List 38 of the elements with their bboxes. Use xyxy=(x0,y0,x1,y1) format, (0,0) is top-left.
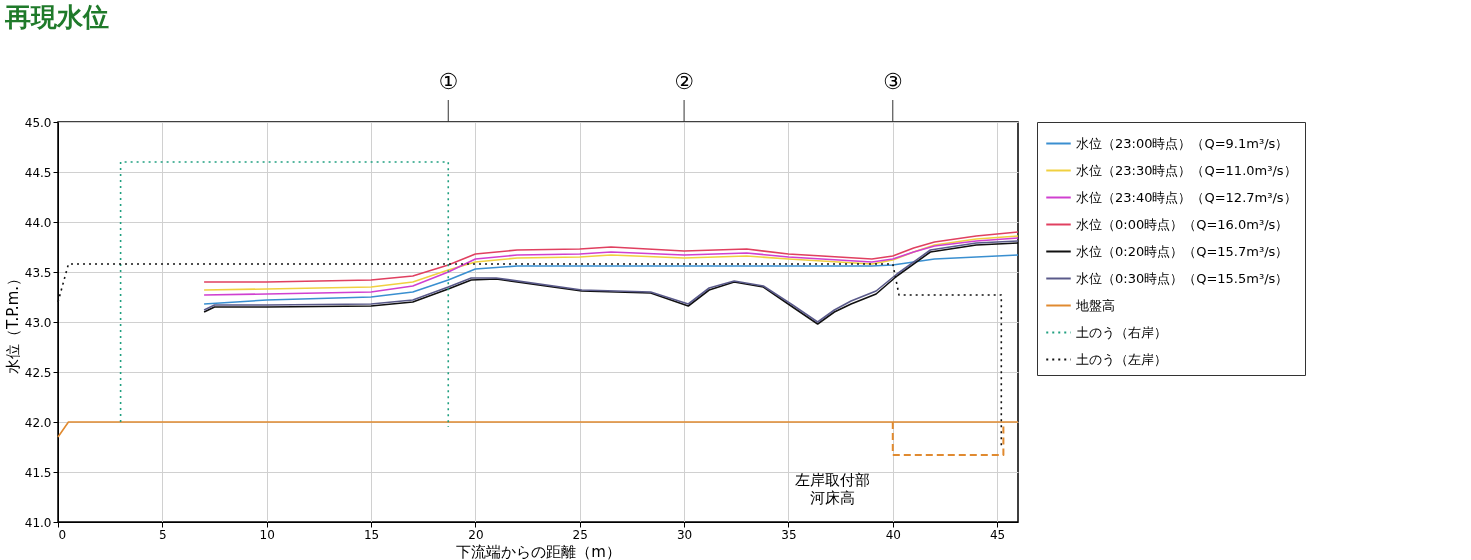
y-axis-title: 水位（T.P.m.） xyxy=(3,270,22,375)
x-tick-label: 5 xyxy=(159,527,167,542)
x-tick-label: 15 xyxy=(363,527,380,542)
ref-line-label: ② xyxy=(674,69,694,94)
x-tick-label: 0 xyxy=(58,527,67,542)
x-tick-label: 35 xyxy=(781,527,797,542)
ref-line-label: ① xyxy=(438,69,459,94)
chart-title: 再現水位 xyxy=(4,2,110,32)
y-tick-label: 41.0 xyxy=(24,515,52,530)
line-series xyxy=(203,231,1019,283)
legend-label: 水位（0:00時点）（Q=16.0m³/s） xyxy=(1076,216,1289,232)
legend-label: 水位（0:30時点）（Q=15.5m³/s） xyxy=(1076,270,1289,286)
y-tick-label: 43.0 xyxy=(24,315,52,330)
x-tick-label: 25 xyxy=(572,527,588,542)
y-tick-label: 44.5 xyxy=(24,165,52,180)
x-tick-label: 10 xyxy=(259,527,275,542)
line-series xyxy=(203,254,1019,305)
x-tick-label: 20 xyxy=(468,527,484,542)
x-tick-label: 30 xyxy=(676,527,693,542)
x-tick-label: 45 xyxy=(989,527,1006,542)
legend-label: 土のう（左岸） xyxy=(1076,351,1167,367)
legend-label: 水位（23:30時点）（Q=11.0m³/s） xyxy=(1076,162,1297,178)
legend-label: 地盤高 xyxy=(1075,297,1115,313)
legend-label: 土のう（右岸） xyxy=(1076,324,1167,340)
y-tick-label: 42.5 xyxy=(24,365,52,380)
x-axis-title: 下流端からの距離（m） xyxy=(456,542,621,560)
ref-line-label: ③ xyxy=(882,69,903,94)
legend-label: 水位（0:20時点）（Q=15.7m³/s） xyxy=(1076,243,1289,259)
legend-label: 水位（23:40時点）（Q=12.7m³/s） xyxy=(1076,189,1297,205)
legend-label: 水位（23:00時点）（Q=9.1m³/s） xyxy=(1076,135,1289,151)
y-tick-label: 42.0 xyxy=(24,415,52,430)
y-tick-label: 44.0 xyxy=(24,215,52,230)
y-tick-label: 41.5 xyxy=(24,465,52,480)
y-tick-label: 45.0 xyxy=(24,115,52,130)
y-tick-label: 43.5 xyxy=(24,265,52,280)
annotation: 河床高 xyxy=(810,489,856,507)
annotation: 左岸取付部 xyxy=(795,471,871,489)
x-tick-label: 40 xyxy=(885,527,901,542)
